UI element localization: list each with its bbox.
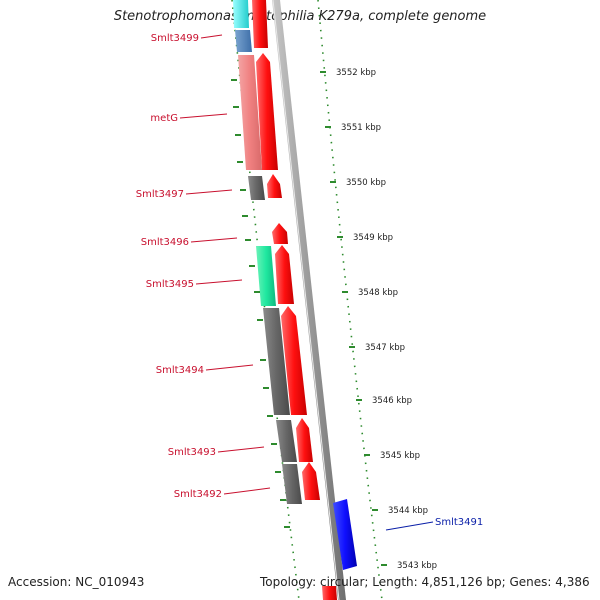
gene-gray-smlt3494 [263, 308, 290, 415]
map-title: Stenotrophomonas maltophilia K279a, comp… [113, 9, 487, 24]
gene-label-Smlt3495[interactable]: Smlt3495 [146, 279, 194, 290]
gene-green-smlt3495 [256, 246, 276, 306]
gene-red-smlt3494 [281, 306, 307, 415]
leader-line-Smlt3496 [190, 237, 238, 243]
gene-label-metG[interactable]: metG [150, 113, 178, 124]
kbp-label-1: 3551 kbp [341, 123, 381, 133]
gene-red-smlt3492 [302, 462, 320, 500]
gene-label-Smlt3493[interactable]: Smlt3493 [168, 447, 216, 458]
genome-backbone [272, 0, 346, 600]
kbp-label-4: 3548 kbp [358, 288, 398, 298]
leader-line-Smlt3493 [217, 446, 265, 453]
leader-line-metG [179, 113, 228, 119]
outer-dotted-guide [317, 0, 383, 600]
gene-red-metg [256, 53, 278, 170]
backbone-highlight [272, 0, 340, 600]
gene-pink-metg [238, 55, 262, 170]
gene-cyan-top [233, 0, 249, 28]
gene-red-smlt3495 [275, 245, 294, 304]
gene-steelblue [235, 30, 252, 52]
kbp-label-5: 3547 kbp [365, 343, 405, 353]
topology-text: Topology: circular; Length: 4,851,126 bp… [260, 575, 590, 589]
outer-ticks [320, 71, 387, 566]
gene-red-bottom [322, 586, 337, 600]
inner-ticks [231, 79, 290, 528]
gene-label-Smlt3496[interactable]: Smlt3496 [141, 237, 189, 248]
kbp-label-6: 3546 kbp [372, 396, 412, 406]
kbp-label-3: 3549 kbp [353, 233, 393, 243]
leader-line-Smlt3492 [223, 487, 271, 495]
leader-line-Smlt3494 [205, 364, 254, 371]
gene-red-smlt3493 [296, 418, 313, 462]
gene-label-Smlt3492[interactable]: Smlt3492 [174, 489, 222, 500]
leader-line-Smlt3491 [385, 521, 434, 531]
gene-red-smlt3497 [267, 174, 282, 198]
gene-label-Smlt3497[interactable]: Smlt3497 [136, 189, 184, 200]
gene-blue-smlt3491 [333, 499, 357, 570]
gene-gray-smlt3493 [276, 420, 297, 462]
kbp-label-9: 3543 kbp [397, 561, 437, 571]
kbp-label-2: 3550 kbp [346, 178, 386, 188]
gene-label-Smlt3499[interactable]: Smlt3499 [151, 33, 199, 44]
gene-label-Smlt3494[interactable]: Smlt3494 [156, 365, 204, 376]
gene-gray-smlt3497 [248, 176, 265, 200]
leader-line-Smlt3499 [200, 34, 223, 39]
leader-line-Smlt3497 [185, 189, 233, 195]
leader-line-Smlt3495 [195, 279, 243, 285]
kbp-label-0: 3552 kbp [336, 68, 376, 78]
gene-red-top [252, 0, 268, 48]
accession-text: Accession: NC_010943 [8, 575, 145, 589]
gene-red-smlt3496 [272, 223, 288, 244]
gene-label-Smlt3491[interactable]: Smlt3491 [435, 517, 483, 528]
kbp-scale: 3552 kbp 3551 kbp 3550 kbp 3549 kbp 3548 kbp… [336, 68, 437, 571]
gene-gray-smlt3492 [282, 464, 302, 504]
kbp-label-7: 3545 kbp [380, 451, 420, 461]
kbp-label-8: 3544 kbp [388, 506, 428, 516]
gene-labels: Smlt3499 metG Smlt3497 Smlt3496 Smlt3495 Smlt… [136, 33, 483, 531]
